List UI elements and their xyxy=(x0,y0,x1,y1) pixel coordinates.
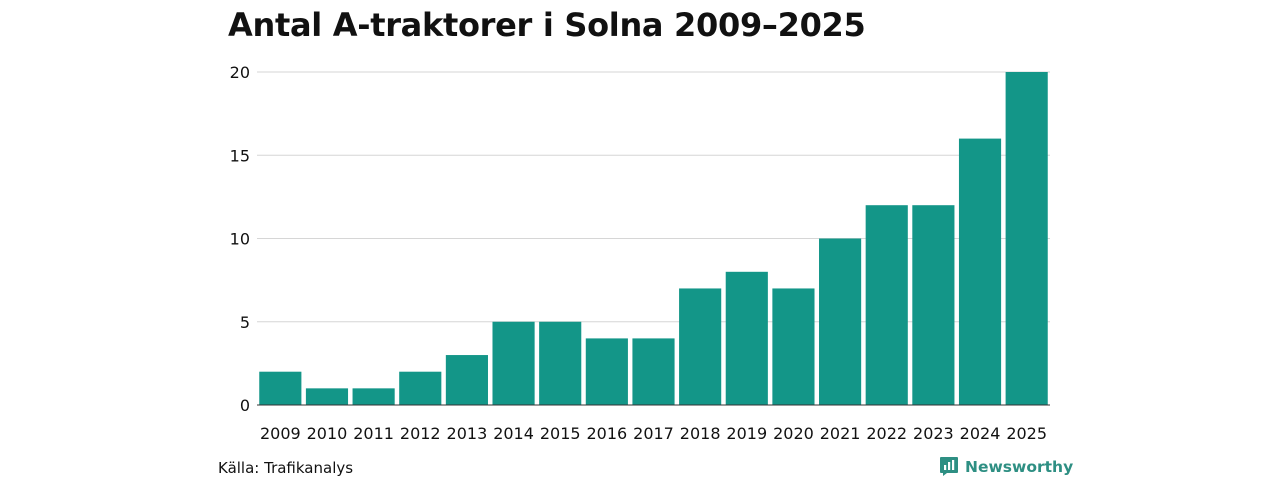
x-tick-label: 2014 xyxy=(493,424,534,443)
y-tick-label: 20 xyxy=(230,63,250,82)
x-tick-label: 2011 xyxy=(353,424,394,443)
y-tick-label: 15 xyxy=(230,146,250,165)
bar-2020 xyxy=(772,288,815,405)
bar-2025 xyxy=(1005,72,1048,405)
y-tick-label: 0 xyxy=(240,396,250,415)
y-tick-label: 5 xyxy=(240,313,250,332)
source-note: Källa: Trafikanalys xyxy=(218,459,354,477)
bar-2022 xyxy=(865,205,908,405)
bar-2017 xyxy=(632,338,675,405)
bar-2012 xyxy=(399,371,442,405)
bar-2010 xyxy=(305,388,349,405)
x-tick-label: 2019 xyxy=(726,424,767,443)
bar-2024 xyxy=(958,138,1002,405)
bar-2011 xyxy=(352,388,395,405)
newsworthy-logo-icon xyxy=(939,456,959,477)
brand-logo: Newsworthy xyxy=(939,456,1073,477)
bar-2023 xyxy=(912,205,955,405)
bar-2019 xyxy=(725,271,768,405)
x-tick-label: 2015 xyxy=(540,424,581,443)
bar-2009 xyxy=(259,371,302,405)
bar-2014 xyxy=(492,321,535,405)
x-tick-label: 2024 xyxy=(960,424,1001,443)
x-tick-label: 2022 xyxy=(866,424,907,443)
x-tick-label: 2023 xyxy=(913,424,954,443)
x-tick-label: 2020 xyxy=(773,424,814,443)
bar-2016 xyxy=(585,338,628,405)
x-tick-label: 2025 xyxy=(1006,424,1047,443)
x-tick-label: 2021 xyxy=(820,424,861,443)
x-tick-label: 2010 xyxy=(307,424,348,443)
bar-2021 xyxy=(819,238,862,405)
y-tick-label: 10 xyxy=(230,230,250,249)
x-axis: 2009 2010 2011 2012 2013 2014 2015 2016 2017 2018… xyxy=(257,404,1050,443)
chart-title: Antal A-traktorer i Solna 2009–2025 xyxy=(228,6,866,44)
x-tick-label: 2018 xyxy=(680,424,721,443)
x-tick-label: 2016 xyxy=(586,424,627,443)
x-tick-label: 2009 xyxy=(260,424,301,443)
bar-2018 xyxy=(679,288,722,405)
bar-2013 xyxy=(445,355,488,405)
x-tick-label: 2017 xyxy=(633,424,674,443)
brand-name: Newsworthy xyxy=(965,457,1074,476)
y-axis: 0 5 10 15 20 xyxy=(230,63,250,415)
bar-series xyxy=(259,72,1048,405)
x-tick-label: 2013 xyxy=(447,424,488,443)
bar-2015 xyxy=(539,321,582,405)
x-tick-label: 2012 xyxy=(400,424,441,443)
